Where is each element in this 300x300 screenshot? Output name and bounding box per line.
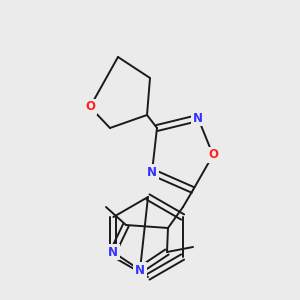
Text: N: N xyxy=(147,166,157,178)
Text: O: O xyxy=(85,100,95,113)
Text: O: O xyxy=(208,148,218,161)
Text: N: N xyxy=(193,112,203,124)
Text: N: N xyxy=(135,263,145,277)
Text: N: N xyxy=(108,245,118,259)
